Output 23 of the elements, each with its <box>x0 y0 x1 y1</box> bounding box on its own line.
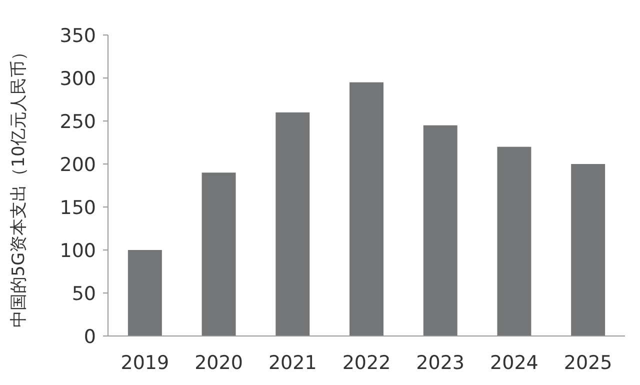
bar <box>128 250 162 336</box>
y-tick-label: 50 <box>72 283 96 305</box>
bar <box>423 125 458 336</box>
bar <box>350 82 384 336</box>
y-tick-label: 250 <box>60 111 96 133</box>
x-tick-label: 2023 <box>416 352 465 374</box>
bar <box>571 164 606 336</box>
bar <box>276 112 310 336</box>
x-tick-label: 2021 <box>268 352 317 374</box>
y-tick-label: 0 <box>84 326 96 348</box>
x-tick-label: 2025 <box>564 352 612 374</box>
y-tick-label: 350 <box>60 25 96 47</box>
y-tick-label: 200 <box>60 154 96 176</box>
bar <box>202 172 236 336</box>
bar <box>497 146 532 336</box>
x-tick-label: 2022 <box>342 352 391 374</box>
x-tick-label: 2020 <box>194 352 243 374</box>
x-tick-label: 2024 <box>490 352 538 374</box>
y-tick-label: 300 <box>60 68 96 90</box>
x-tick-label: 2019 <box>120 352 170 374</box>
y-tick-label: 100 <box>60 240 96 262</box>
y-tick-label: 150 <box>60 197 96 219</box>
y-axis-title: 中国的5G资本支出（10亿元人民币） <box>9 44 29 328</box>
